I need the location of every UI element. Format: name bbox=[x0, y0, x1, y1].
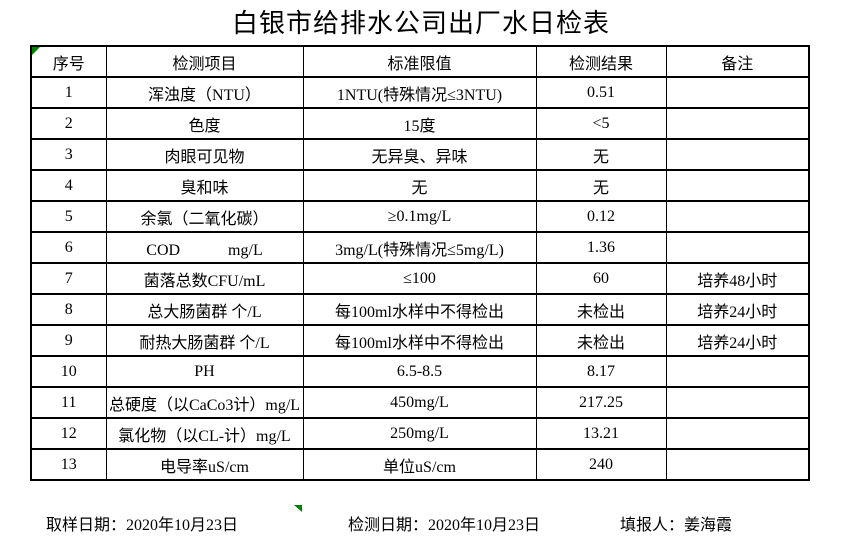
header-cell-note: 备注 bbox=[665, 45, 810, 78]
page-title: 白银市给排水公司出厂水日检表 bbox=[231, 9, 610, 38]
cell-result: 0.51 bbox=[535, 76, 667, 109]
inspection-table: 序号 检测项目 标准限值 检测结果 备注 1 浑浊度（NTU） 1NTU(特殊情况≤3NTU… bbox=[30, 45, 810, 512]
cell-item: 氯化物（以CL-计）mg/L bbox=[105, 417, 304, 450]
cell-item: 浑浊度（NTU） bbox=[105, 76, 304, 109]
header-cell-no: 序号 bbox=[30, 45, 107, 78]
cell-limit: 1NTU(特殊情况≤3NTU) bbox=[302, 76, 537, 109]
cell-result: <5 bbox=[535, 107, 667, 140]
reporter-text: 填报人：姜海霞 bbox=[620, 517, 733, 534]
cell-no: 7 bbox=[30, 262, 107, 295]
cell-no: 12 bbox=[30, 417, 107, 450]
cell-item: 电导率uS/cm bbox=[105, 448, 304, 481]
cell-result: 60 bbox=[535, 262, 667, 295]
cell-result: 未检出 bbox=[535, 293, 667, 326]
cell-limit: 6.5-8.5 bbox=[302, 355, 537, 388]
cell-item: COD mg/L bbox=[105, 231, 304, 264]
cell-limit: 单位uS/cm bbox=[302, 448, 537, 481]
cell-note bbox=[665, 76, 810, 109]
cell-limit: 250mg/L bbox=[302, 417, 537, 450]
cell-no: 1 bbox=[30, 76, 107, 109]
cell-no: 2 bbox=[30, 107, 107, 140]
cell-result: 13.21 bbox=[535, 417, 667, 450]
cell-item: 色度 bbox=[105, 107, 304, 140]
table-row: 7 菌落总数CFU/mL ≤100 60 培养48小时 bbox=[30, 262, 810, 295]
cell-item: 余氯（二氧化碳） bbox=[105, 200, 304, 233]
header-cell-limit: 标准限值 bbox=[302, 45, 537, 78]
inspection-table-grid: 序号 检测项目 标准限值 检测结果 备注 1 浑浊度（NTU） 1NTU(特殊情况≤3NTU… bbox=[30, 45, 810, 481]
header-row: 序号 检测项目 标准限值 检测结果 备注 bbox=[30, 45, 810, 78]
header-cell-result: 检测结果 bbox=[535, 45, 667, 78]
cell-item: 菌落总数CFU/mL bbox=[105, 262, 304, 295]
header-cell-item: 检测项目 bbox=[105, 45, 304, 78]
table-row: 11 总硬度（以CaCo3计）mg/L 450mg/L 217.25 bbox=[30, 386, 810, 419]
cell-result: 无 bbox=[535, 138, 667, 171]
cell-limit: 每100ml水样中不得检出 bbox=[302, 324, 537, 357]
cell-limit: 无异臭、异味 bbox=[302, 138, 537, 171]
cell-result: 未检出 bbox=[535, 324, 667, 357]
cell-note bbox=[665, 138, 810, 171]
cell-item: 耐热大肠菌群 个/L bbox=[105, 324, 304, 357]
table-row: 10 PH 6.5-8.5 8.17 bbox=[30, 355, 810, 388]
cell-note bbox=[665, 231, 810, 264]
cell-result: 1.36 bbox=[535, 231, 667, 264]
cell-item: 总硬度（以CaCo3计）mg/L bbox=[105, 386, 304, 419]
green-corner-marker-bottom bbox=[294, 505, 302, 512]
table-row: 6 COD mg/L 3mg/L(特殊情况≤5mg/L) 1.36 bbox=[30, 231, 810, 264]
table-row: 5 余氯（二氧化碳） ≥0.1mg/L 0.12 bbox=[30, 200, 810, 233]
cell-note bbox=[665, 448, 810, 481]
table-row: 3 肉眼可见物 无异臭、异味无 bbox=[30, 138, 810, 171]
cell-limit: 无 bbox=[302, 169, 537, 202]
table-body: 1 浑浊度（NTU） 1NTU(特殊情况≤3NTU) 0.51 2 色度 15度 <5 3 肉眼可… bbox=[30, 76, 810, 481]
cell-limit: 15度 bbox=[302, 107, 537, 140]
cell-note bbox=[665, 200, 810, 233]
cell-limit: 450mg/L bbox=[302, 386, 537, 419]
table-row: 8 总大肠菌群 个/L 每100ml水样中不得检出 未检出 培养24小时 bbox=[30, 293, 810, 326]
cell-note bbox=[665, 386, 810, 419]
cell-note: 培养24小时 bbox=[665, 293, 810, 326]
test-date-text: 检测日期：2020年10月23日 bbox=[348, 517, 541, 534]
table-row: 1 浑浊度（NTU） 1NTU(特殊情况≤3NTU) 0.51 bbox=[30, 76, 810, 109]
cell-result: 240 bbox=[535, 448, 667, 481]
table-row: 2 色度 15度 <5 bbox=[30, 107, 810, 140]
cell-no: 9 bbox=[30, 324, 107, 357]
cell-no: 5 bbox=[30, 200, 107, 233]
cell-result: 217.25 bbox=[535, 386, 667, 419]
cell-result: 0.12 bbox=[535, 200, 667, 233]
cell-item: 臭和味 bbox=[105, 169, 304, 202]
cell-note bbox=[665, 355, 810, 388]
cell-no: 3 bbox=[30, 138, 107, 171]
cell-item: 总大肠菌群 个/L bbox=[105, 293, 304, 326]
table-row: 12 氯化物（以CL-计）mg/L 250mg/L 13.21 bbox=[30, 417, 810, 450]
cell-no: 4 bbox=[30, 169, 107, 202]
cell-limit: 每100ml水样中不得检出 bbox=[302, 293, 537, 326]
cell-no: 10 bbox=[30, 355, 107, 388]
cell-no: 11 bbox=[30, 386, 107, 419]
cell-limit: 3mg/L(特殊情况≤5mg/L) bbox=[302, 231, 537, 264]
cell-note: 培养48小时 bbox=[665, 262, 810, 295]
cell-limit: ≥0.1mg/L bbox=[302, 200, 537, 233]
cell-note bbox=[665, 107, 810, 140]
cell-no: 6 bbox=[30, 231, 107, 264]
cell-item: 肉眼可见物 bbox=[105, 138, 304, 171]
table-row: 9 耐热大肠菌群 个/L 每100ml水样中不得检出 未检出 培养24小时 bbox=[30, 324, 810, 357]
cell-no: 13 bbox=[30, 448, 107, 481]
table-row: 13 电导率uS/cm 单位uS/cm 240 bbox=[30, 448, 810, 481]
cell-note bbox=[665, 417, 810, 450]
table-row: 4 臭和味无无 bbox=[30, 169, 810, 202]
cell-note bbox=[665, 169, 810, 202]
cell-result: 8.17 bbox=[535, 355, 667, 388]
cell-no: 8 bbox=[30, 293, 107, 326]
cell-note: 培养24小时 bbox=[665, 324, 810, 357]
cell-item: PH bbox=[105, 355, 304, 388]
cell-limit: ≤100 bbox=[302, 262, 537, 295]
sample-date-text: 取样日期：2020年10月23日 bbox=[46, 517, 239, 534]
cell-result: 无 bbox=[535, 169, 667, 202]
green-corner-marker-top-left bbox=[32, 47, 40, 55]
